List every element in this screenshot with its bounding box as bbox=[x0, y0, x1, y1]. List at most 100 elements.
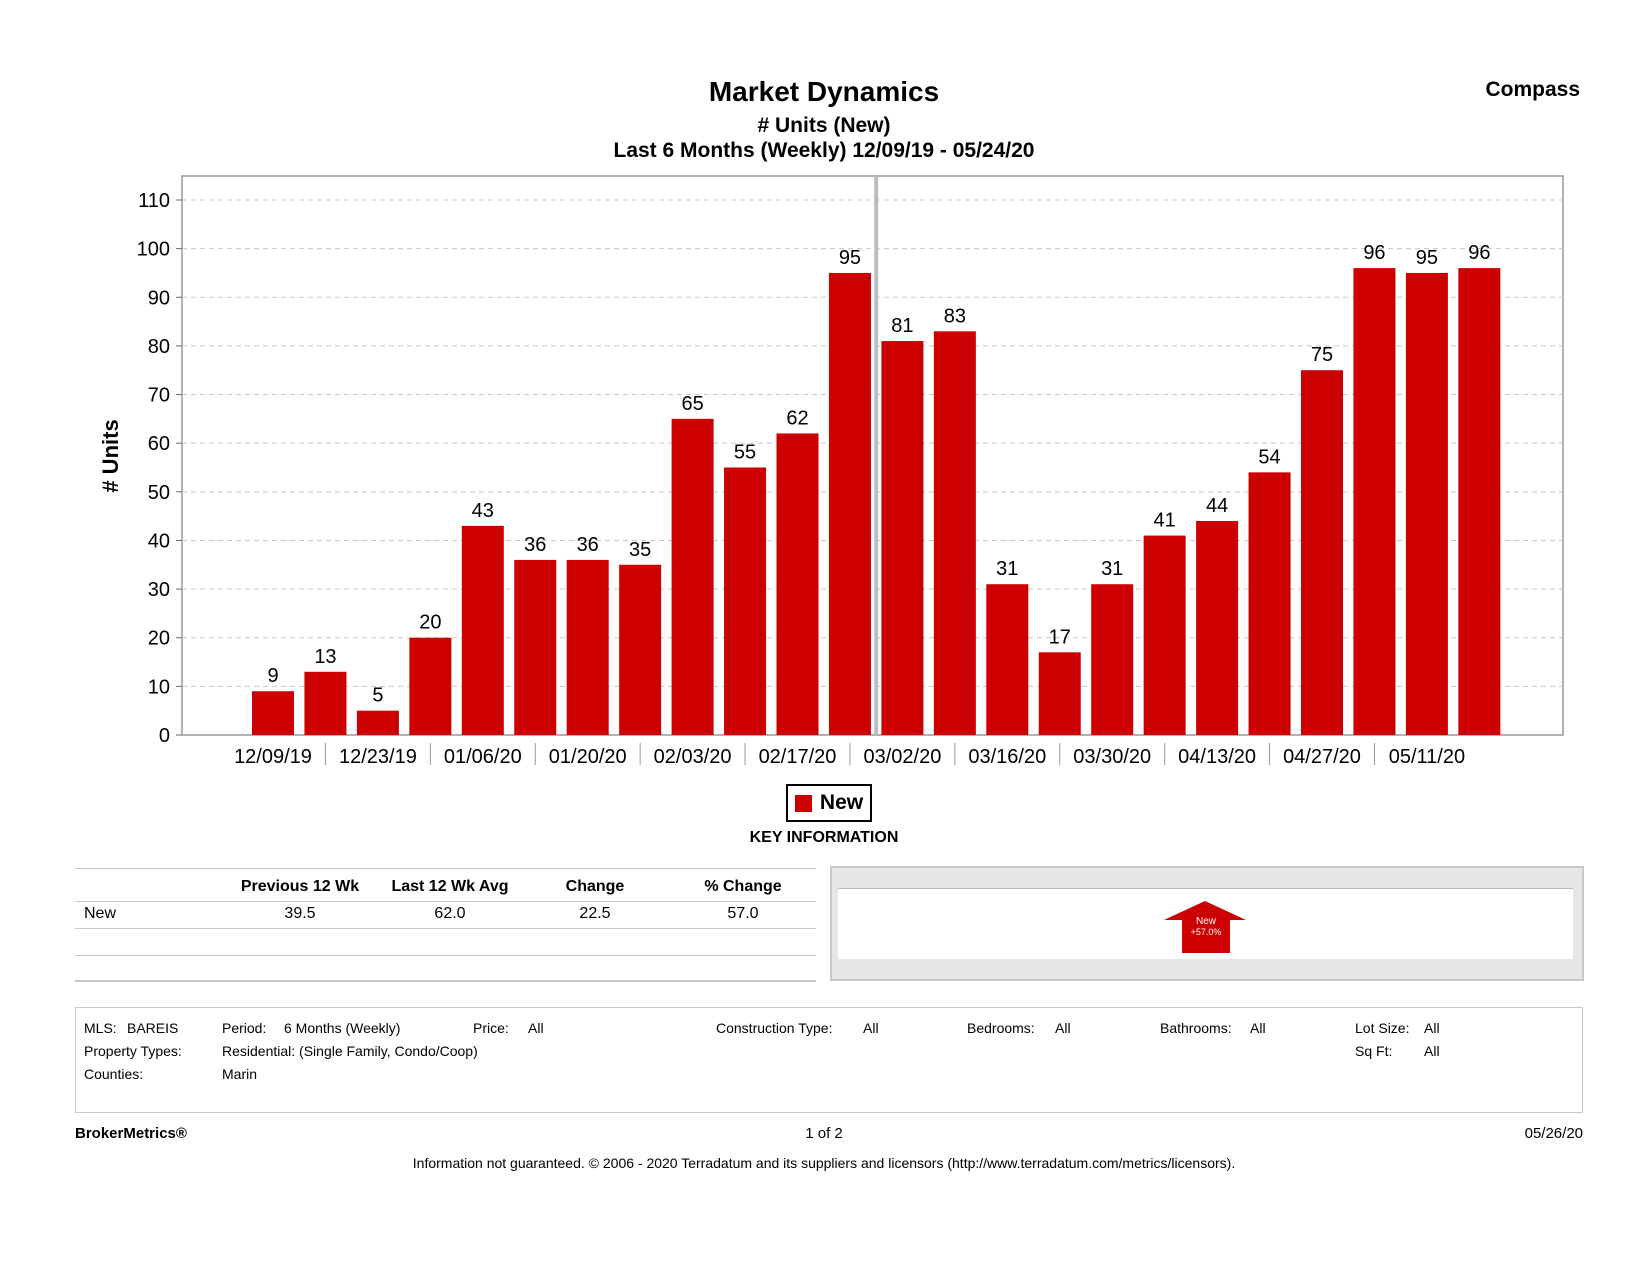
y-tick-label: 60 bbox=[148, 433, 170, 455]
data-label: 41 bbox=[1154, 510, 1176, 532]
y-tick-label: 10 bbox=[148, 676, 170, 698]
mls-label: MLS: bbox=[84, 1020, 117, 1036]
y-tick-label: 20 bbox=[148, 628, 170, 650]
data-label: 81 bbox=[891, 315, 913, 337]
col-change: Change bbox=[565, 878, 625, 895]
lot-size-label: Lot Size: bbox=[1355, 1020, 1410, 1036]
indicator-value: +57.0% bbox=[1191, 927, 1222, 937]
data-label: 9 bbox=[267, 665, 278, 687]
indicator-label: New bbox=[1196, 916, 1217, 927]
bar bbox=[514, 559, 557, 735]
bathrooms-value: All bbox=[1250, 1020, 1266, 1036]
period-value: 6 Months (Weekly) bbox=[284, 1020, 401, 1036]
x-tick-label: 01/06/20 bbox=[444, 746, 522, 768]
bar bbox=[1038, 652, 1081, 735]
bar bbox=[724, 467, 767, 735]
y-tick-label: 90 bbox=[148, 287, 170, 309]
data-label: 20 bbox=[419, 612, 441, 634]
table-divider bbox=[75, 901, 816, 902]
data-label: 55 bbox=[734, 442, 756, 464]
bar bbox=[933, 331, 976, 735]
bedrooms-label: Bedrooms: bbox=[967, 1020, 1035, 1036]
table-divider bbox=[75, 955, 816, 956]
bar bbox=[304, 671, 347, 735]
bar bbox=[1353, 268, 1396, 735]
data-label: 65 bbox=[681, 393, 703, 415]
bar bbox=[1405, 272, 1448, 735]
data-label: 35 bbox=[629, 539, 651, 561]
bar bbox=[986, 584, 1029, 735]
bar bbox=[671, 418, 714, 735]
x-tick-label: 02/17/20 bbox=[759, 746, 837, 768]
cell-pct-change: 57.0 bbox=[727, 905, 759, 922]
bathrooms-label: Bathrooms: bbox=[1160, 1020, 1232, 1036]
construction-label: Construction Type: bbox=[716, 1020, 833, 1036]
data-label: 36 bbox=[524, 534, 546, 556]
y-tick-label: 80 bbox=[148, 336, 170, 358]
x-tick-label: 12/09/19 bbox=[234, 746, 312, 768]
bar bbox=[566, 559, 609, 735]
data-label: 95 bbox=[839, 247, 861, 269]
y-axis-label: # Units bbox=[98, 419, 123, 492]
report-date: 05/26/20 bbox=[1524, 1125, 1583, 1142]
table-divider bbox=[75, 928, 816, 929]
data-label: 96 bbox=[1363, 242, 1385, 264]
brand-name: Compass bbox=[1485, 78, 1580, 101]
bar bbox=[828, 272, 871, 735]
col-last-12wk-avg: Last 12 Wk Avg bbox=[391, 878, 509, 895]
cell-last-avg: 62.0 bbox=[434, 905, 466, 922]
x-tick-label: 04/27/20 bbox=[1283, 746, 1361, 768]
bar bbox=[409, 637, 452, 735]
x-tick-label: 03/30/20 bbox=[1073, 746, 1151, 768]
bar bbox=[619, 564, 662, 735]
bedrooms-value: All bbox=[1055, 1020, 1071, 1036]
bar bbox=[1248, 472, 1291, 735]
bar bbox=[1143, 535, 1186, 735]
x-tick-label: 05/11/20 bbox=[1389, 746, 1465, 768]
property-types-label: Property Types: bbox=[84, 1043, 182, 1059]
data-label: 54 bbox=[1258, 446, 1280, 468]
legend-swatch bbox=[794, 794, 812, 812]
price-value: All bbox=[528, 1020, 544, 1036]
x-tick-label: 03/02/20 bbox=[863, 746, 941, 768]
bar bbox=[1458, 268, 1501, 735]
table-divider bbox=[75, 980, 816, 982]
counties-value: Marin bbox=[222, 1066, 258, 1082]
data-label: 83 bbox=[944, 305, 966, 327]
footer-brand: BrokerMetrics® bbox=[75, 1125, 187, 1142]
y-tick-label: 70 bbox=[148, 385, 170, 407]
y-tick-label: 110 bbox=[138, 190, 170, 212]
key-information-heading: KEY INFORMATION bbox=[749, 829, 899, 846]
y-tick-label: 50 bbox=[148, 482, 170, 504]
data-label: 31 bbox=[1101, 558, 1123, 580]
data-label: 13 bbox=[314, 646, 336, 668]
chart-title: Market Dynamics bbox=[708, 76, 940, 107]
data-label: 44 bbox=[1206, 495, 1228, 517]
indicator-area: New +57.0% bbox=[838, 888, 1573, 959]
bar bbox=[1301, 370, 1343, 735]
disclaimer: Information not guaranteed. © 2006 - 202… bbox=[412, 1155, 1236, 1171]
sqft-value: All bbox=[1424, 1043, 1440, 1059]
x-tick-label: 02/03/20 bbox=[654, 746, 732, 768]
bar-chart: 0 10 20 30 40 50 60 70 80 90 100 110 # Units 9 13 5 20 43… bbox=[98, 175, 1564, 768]
criteria-box bbox=[75, 1007, 1583, 1113]
mls-value: BAREIS bbox=[127, 1020, 179, 1036]
legend-label: New bbox=[819, 791, 864, 814]
up-arrow-icon: New +57.0% bbox=[1164, 901, 1246, 953]
bar bbox=[252, 691, 294, 735]
col-previous-12wk: Previous 12 Wk bbox=[240, 878, 360, 895]
bar bbox=[776, 433, 819, 735]
construction-value: All bbox=[863, 1020, 879, 1036]
col-pct-change: % Change bbox=[704, 878, 782, 895]
cell-previous: 39.5 bbox=[284, 905, 316, 922]
y-tick-label: 0 bbox=[159, 725, 170, 747]
data-label: 75 bbox=[1311, 344, 1333, 366]
price-label: Price: bbox=[473, 1020, 509, 1036]
chart-subtitle: # Units (New) bbox=[757, 114, 891, 137]
page-number: 1 of 2 bbox=[805, 1125, 843, 1142]
counties-label: Counties: bbox=[84, 1066, 144, 1082]
data-label: 95 bbox=[1416, 247, 1438, 269]
property-types-value: Residential: (Single Family, Condo/Coop) bbox=[222, 1043, 478, 1059]
y-tick-label: 40 bbox=[148, 530, 170, 552]
data-label: 62 bbox=[786, 407, 808, 429]
